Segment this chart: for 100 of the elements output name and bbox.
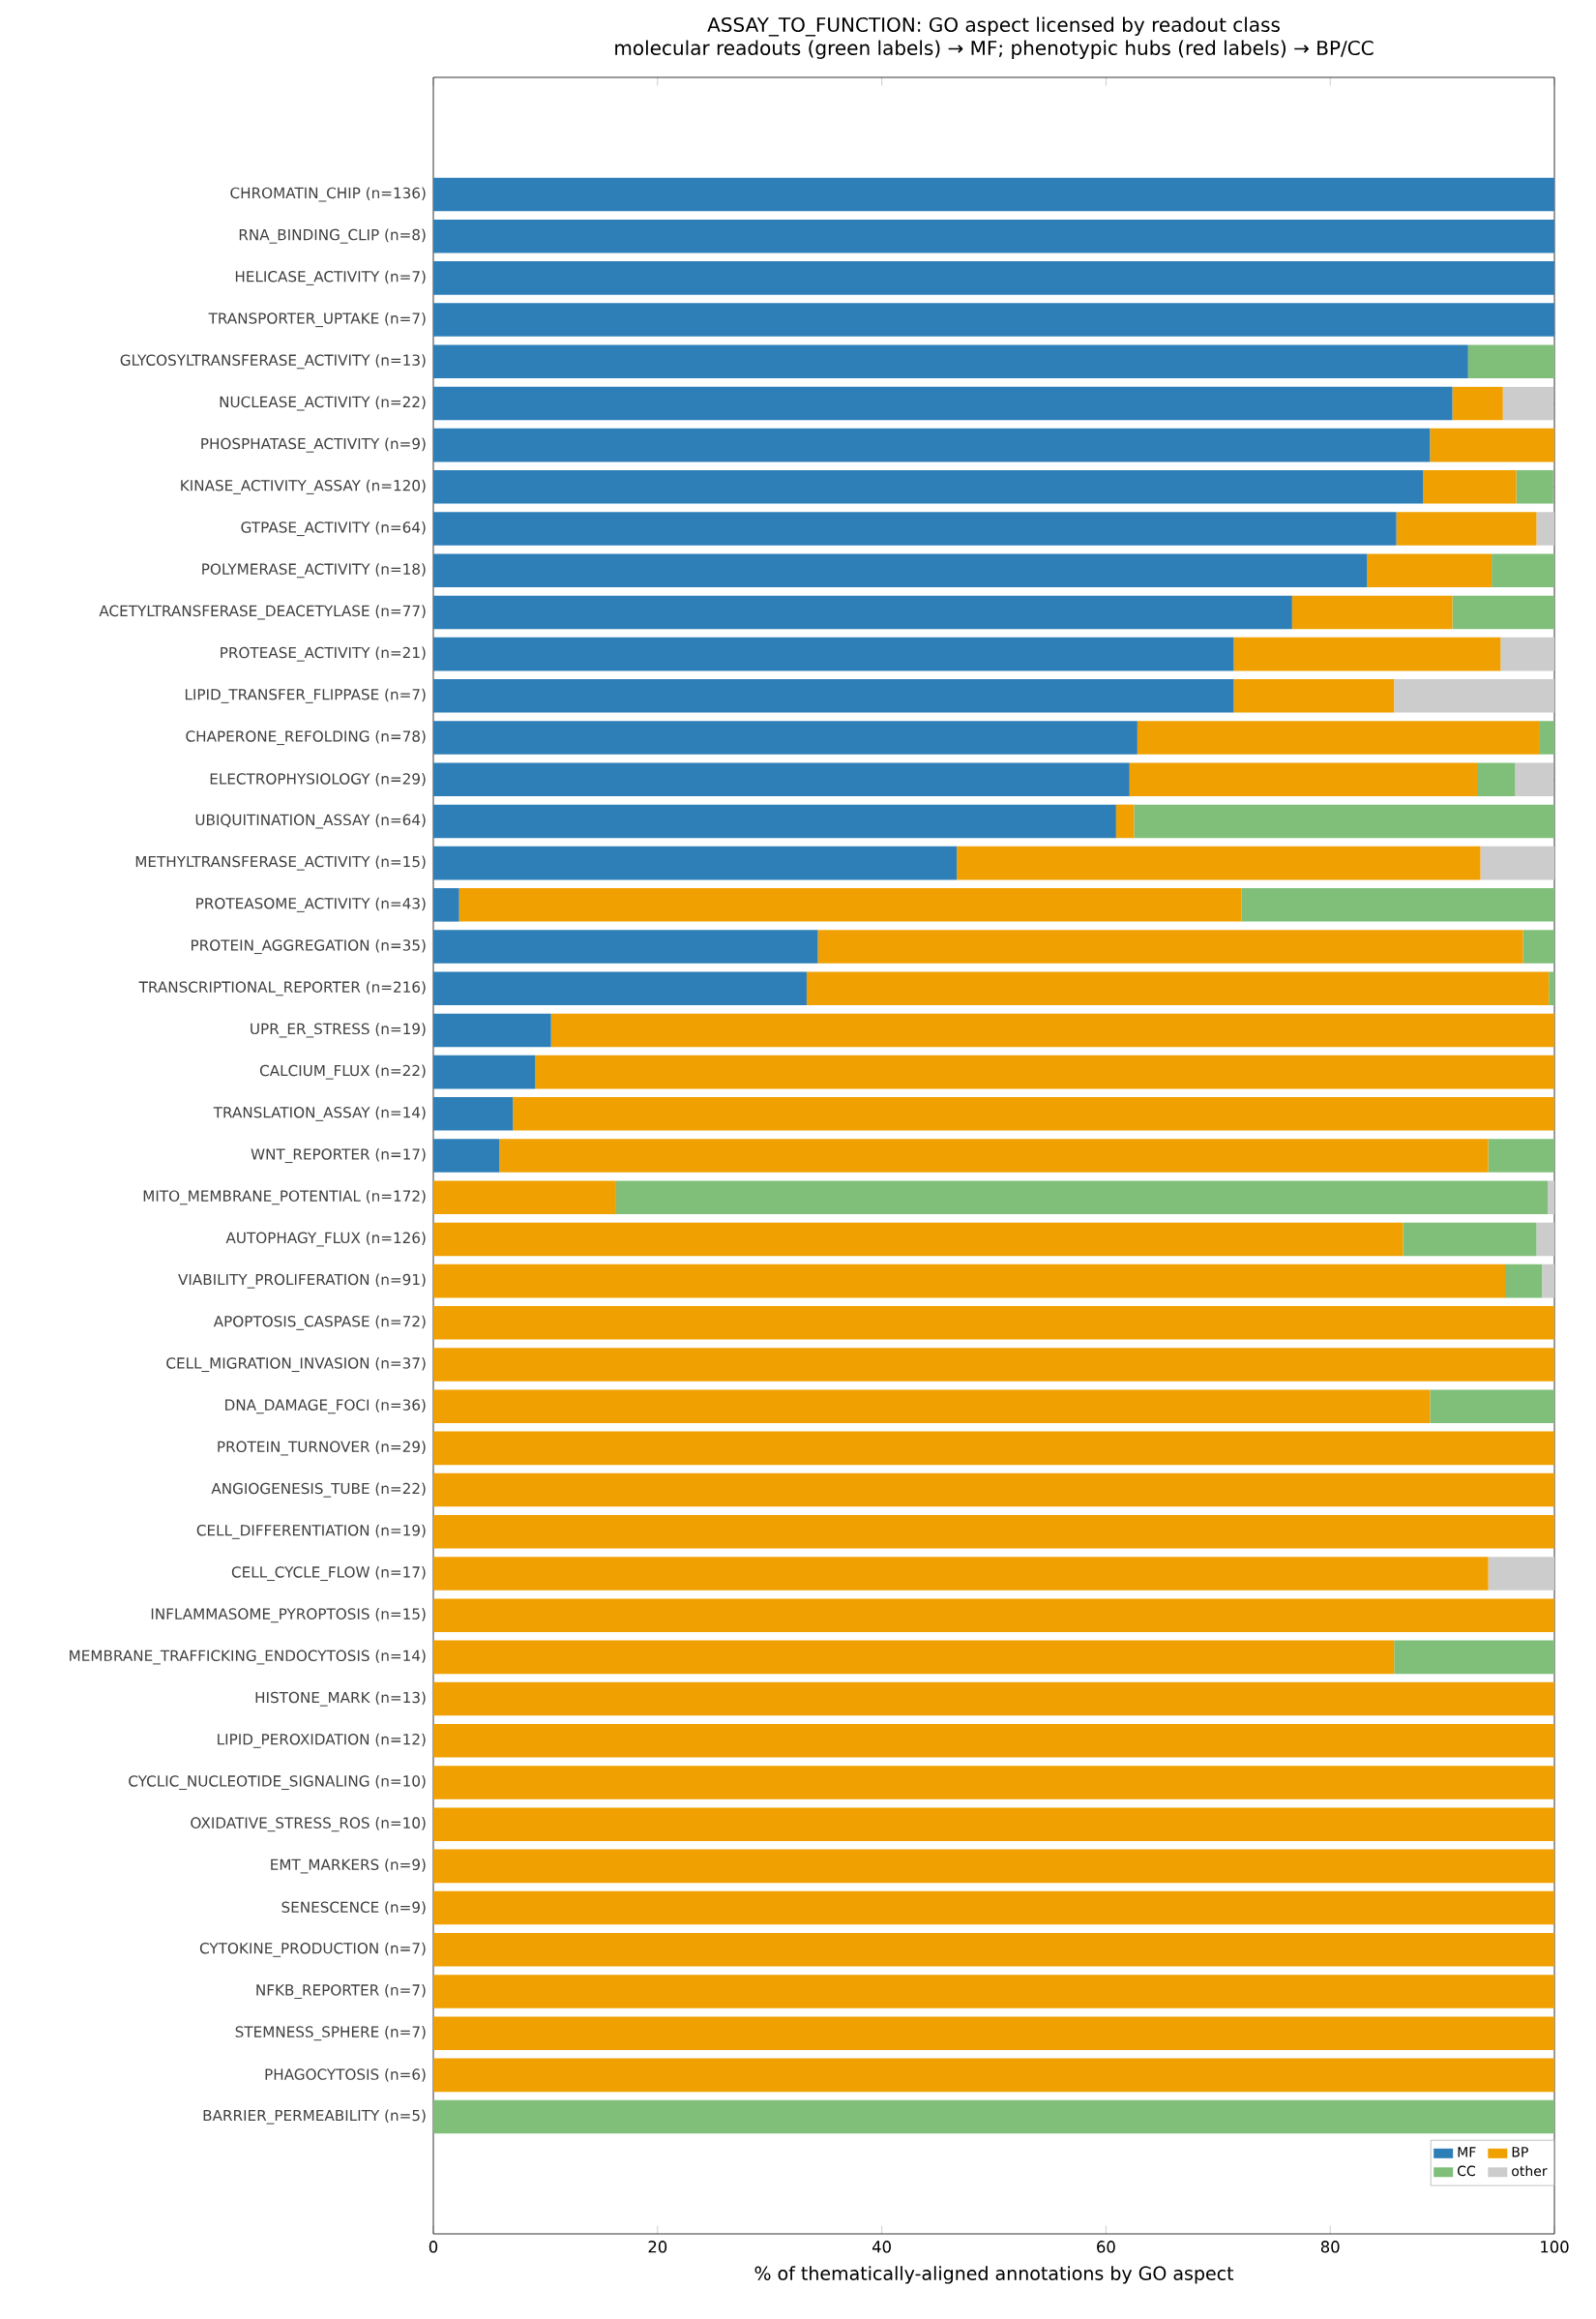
bar: [433, 1557, 1489, 1591]
y-tick-label: PROTEIN_TURNOVER (n=29): [218, 1441, 426, 1456]
x-tick-label: 60: [1097, 2241, 1115, 2253]
bar: [433, 888, 459, 922]
y-tick-label: PROTEASE_ACTIVITY (n=21): [221, 646, 426, 662]
bar: [433, 1222, 1404, 1257]
bar: [1522, 930, 1555, 964]
bar: [1233, 679, 1395, 713]
bar: [1516, 470, 1553, 504]
bar: [433, 553, 1368, 588]
bar: [1241, 888, 1555, 922]
y-tick-label: GTPASE_ACTIVITY (n=64): [241, 520, 426, 537]
y-tick-label: PROTEASOME_ACTIVITY (n=43): [196, 897, 426, 912]
bar: [433, 971, 807, 1005]
bar: [433, 470, 1424, 504]
bar: [433, 762, 1130, 797]
bar: [1394, 1640, 1555, 1675]
bar: [1430, 1389, 1555, 1423]
bar: [1394, 679, 1555, 713]
y-tick-label: UPR_ER_STRESS (n=19): [251, 1023, 426, 1038]
bar: [433, 595, 1292, 630]
x-tick-label: 100: [1541, 2241, 1569, 2253]
y-tick-label: SENESCENCE (n=9): [281, 1901, 426, 1915]
bar: [1536, 512, 1555, 546]
y-tick-label: ELECTROPHYSIOLOGY (n=29): [210, 772, 426, 787]
y-tick-label: GLYCOSYLTRANSFERASE_ACTIVITY (n=13): [120, 354, 426, 370]
x-tick-label: 0: [429, 2241, 438, 2253]
legend-label: other: [1512, 2165, 1548, 2177]
y-tick-label: BARRIER_PERMEABILITY (n=5): [203, 2109, 426, 2125]
bar: [1423, 470, 1517, 504]
y-tick-label: CYCLIC_NUCLEOTIDE_SIGNALING (n=10): [129, 1774, 426, 1791]
y-tick-label: CALCIUM_FLUX (n=22): [259, 1064, 426, 1080]
y-tick-label: PROTEIN_AGGREGATION (n=35): [192, 938, 426, 955]
y-tick-label: LIPID_TRANSFER_FLIPPASE (n=7): [185, 688, 426, 703]
y-tick-label: TRANSLATION_ASSAY (n=14): [213, 1106, 426, 1121]
bar: [1367, 553, 1493, 588]
y-tick-label: ANGIOGENESIS_TUBE (n=22): [211, 1482, 426, 1498]
chart-subtitle: molecular readouts (green labels) → MF; phenotypic hubs (red labels) → BP/CC: [615, 40, 1374, 59]
bar: [433, 386, 1453, 421]
y-tick-label: CELL_DIFFERENTIATION (n=19): [196, 1524, 426, 1539]
y-tick-label: HISTONE_MARK (n=13): [255, 1691, 426, 1707]
bar: [433, 1472, 1555, 1507]
bar: [1500, 637, 1555, 671]
y-tick-label: TRANSPORTER_UPTAKE (n=7): [208, 312, 426, 328]
bar: [433, 846, 958, 880]
bar: [433, 2058, 1555, 2093]
bar: [458, 888, 1242, 922]
bar: [433, 1013, 551, 1048]
bar: [806, 971, 1550, 1005]
legend-label: CC: [1457, 2165, 1475, 2177]
bar: [433, 1975, 1555, 2008]
y-tick-label: STEMNESS_SPHERE (n=7): [235, 2026, 426, 2041]
bar: [1488, 1139, 1555, 1173]
bar: [433, 1766, 1555, 1799]
bar: [433, 930, 818, 964]
y-tick-label: CHAPERONE_REFOLDING (n=78): [186, 729, 426, 746]
y-tick-label: MEMBRANE_TRAFFICKING_ENDOCYTOSIS (n=14): [70, 1650, 426, 1665]
bar: [1548, 1180, 1555, 1214]
bar: [1502, 386, 1553, 421]
y-tick-label: LIPID_PEROXIDATION (n=12): [218, 1733, 426, 1748]
bar: [433, 1139, 500, 1173]
y-tick-label: CHROMATIN_CHIP (n=136): [230, 187, 426, 202]
chart-title: ASSAY_TO_FUNCTION: GO aspect licensed by readout class: [707, 16, 1280, 37]
y-tick-label: POLYMERASE_ACTIVITY (n=18): [202, 563, 426, 579]
y-tick-label: TRANSCRIPTIONAL_REPORTER (n=216): [138, 981, 426, 996]
bar: [1549, 971, 1555, 1005]
bar: [1492, 553, 1555, 588]
bar: [433, 1681, 1555, 1716]
x-tick-label: 40: [872, 2241, 891, 2253]
bar: [1505, 1264, 1543, 1298]
bar: [1233, 637, 1501, 671]
bar: [1488, 1557, 1555, 1591]
y-tick-label: NUCLEASE_ACTIVITY (n=22): [220, 396, 426, 411]
bar: [433, 679, 1234, 713]
bar: [433, 1598, 1555, 1632]
bar: [433, 1097, 514, 1131]
bar: [1452, 386, 1503, 421]
y-tick-label: CELL_CYCLE_FLOW (n=17): [231, 1565, 426, 1582]
bar: [433, 1515, 1555, 1549]
bar: [1129, 762, 1478, 797]
y-tick-label: UBIQUITINATION_ASSAY (n=64): [195, 814, 426, 829]
bar: [1477, 762, 1516, 797]
bar: [433, 1264, 1506, 1298]
bar: [433, 1724, 1555, 1758]
bar: [433, 2016, 1555, 2050]
bar: [615, 1180, 1549, 1214]
bar: [957, 846, 1481, 880]
bar: [433, 1055, 536, 1089]
y-tick-label: HELICASE_ACTIVITY (n=7): [235, 270, 426, 285]
bar: [433, 1640, 1395, 1675]
y-tick-label: WNT_REPORTER (n=17): [251, 1147, 426, 1164]
y-tick-label: VIABILITY_PROLIFERATION (n=91): [178, 1273, 426, 1289]
y-tick-label: KINASE_ACTIVITY_ASSAY (n=120): [181, 479, 426, 494]
bar: [1396, 512, 1537, 546]
bar: [433, 344, 1468, 379]
y-tick-label: ACETYLTRANSFERASE_DEACETYLASE (n=77): [99, 605, 426, 620]
bar: [433, 512, 1397, 546]
bar: [433, 219, 1555, 253]
bar: [433, 1180, 616, 1214]
y-tick-label: CELL_MIGRATION_INVASION (n=37): [166, 1356, 426, 1373]
